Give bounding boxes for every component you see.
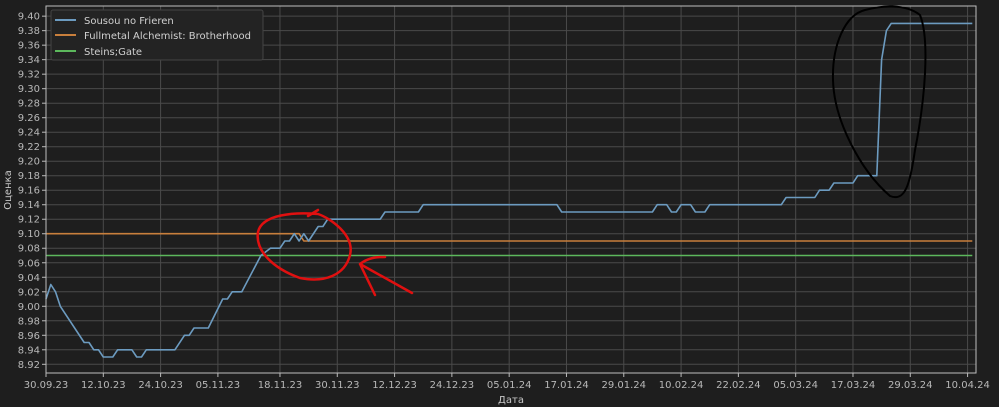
- y-tick-label: 9.14: [18, 200, 40, 211]
- x-tick-label: 10.04.24: [945, 380, 990, 391]
- y-tick-label: 8.92: [18, 360, 40, 371]
- grid: [45, 6, 976, 373]
- y-tick-label: 9.30: [18, 84, 40, 95]
- y-tick-label: 9.08: [18, 244, 40, 255]
- series-line-0: [45, 22, 973, 358]
- x-tick-label: 05.11.23: [196, 380, 241, 391]
- x-tick-label: 29.03.24: [888, 380, 933, 391]
- legend-label-2: Steins;Gate: [84, 47, 142, 58]
- y-tick-label: 9.00: [18, 302, 40, 313]
- y-tick-label: 9.40: [18, 12, 40, 23]
- x-tick-label: 17.03.24: [831, 380, 876, 391]
- x-tick-label: 05.01.24: [487, 380, 532, 391]
- red-arrow-annotation: [358, 255, 414, 297]
- series-lines: [45, 22, 973, 358]
- legend-label-0: Sousou no Frieren: [84, 16, 174, 27]
- y-tick-label: 9.16: [18, 186, 40, 197]
- x-axis-label: Дата: [498, 395, 524, 406]
- plot-frame: [45, 5, 977, 374]
- x-tick-label: 30.11.23: [315, 380, 360, 391]
- x-tick-label: 24.12.23: [430, 380, 475, 391]
- y-tick-label: 8.94: [18, 345, 40, 356]
- y-tick-label: 9.04: [18, 273, 40, 284]
- y-tick-label: 9.28: [18, 99, 40, 110]
- red-circle-annotation: [256, 208, 352, 281]
- x-tick-label: 12.10.23: [81, 380, 126, 391]
- y-tick-label: 9.12: [18, 215, 40, 226]
- y-tick-label: 8.98: [18, 316, 40, 327]
- y-tick-label: 9.02: [18, 287, 40, 298]
- legend: Sousou no Frieren Fullmetal Alchemist: B…: [50, 9, 264, 61]
- x-tick-label: 18.11.23: [258, 380, 303, 391]
- x-tick-label: 12.12.23: [372, 380, 417, 391]
- x-tick-label: 29.01.24: [602, 380, 647, 391]
- y-tick-label: 8.96: [18, 331, 40, 342]
- x-tick-label: 30.09.23: [24, 380, 69, 391]
- y-tick-label: 9.24: [18, 128, 40, 139]
- x-tick-label: 10.02.24: [659, 380, 704, 391]
- y-tick-label: 9.32: [18, 70, 40, 81]
- y-tick-label: 9.20: [18, 157, 40, 168]
- x-tick-label: 24.10.23: [138, 380, 183, 391]
- y-tick-label: 9.38: [18, 26, 40, 37]
- y-tick-label: 9.18: [18, 171, 40, 182]
- y-axis-label: Оценка: [3, 170, 14, 210]
- x-tick-label: 22.02.24: [716, 380, 761, 391]
- y-tick-label: 9.34: [18, 55, 40, 66]
- y-tick-label: 9.36: [18, 41, 40, 52]
- y-tick-label: 9.26: [18, 113, 40, 124]
- y-tick-label: 9.22: [18, 142, 40, 153]
- x-tick-label: 05.03.24: [773, 380, 818, 391]
- black-oval-annotation: [831, 5, 927, 199]
- legend-box: [50, 9, 264, 61]
- x-axis-ticks: 30.09.23 12.10.23 24.10.23 05.11.23 18.11.23…: [24, 373, 990, 391]
- y-axis-ticks: 8.92 8.94 8.96 8.98 9.00 9.02 9.04 9.06 9.08 9.10…: [18, 12, 46, 371]
- legend-label-1: Fullmetal Alchemist: Brotherhood: [84, 31, 251, 42]
- x-tick-label: 17.01.24: [544, 380, 589, 391]
- y-tick-label: 9.10: [18, 229, 40, 240]
- hand-drawn-annotations: [256, 5, 927, 297]
- y-tick-label: 9.06: [18, 258, 40, 269]
